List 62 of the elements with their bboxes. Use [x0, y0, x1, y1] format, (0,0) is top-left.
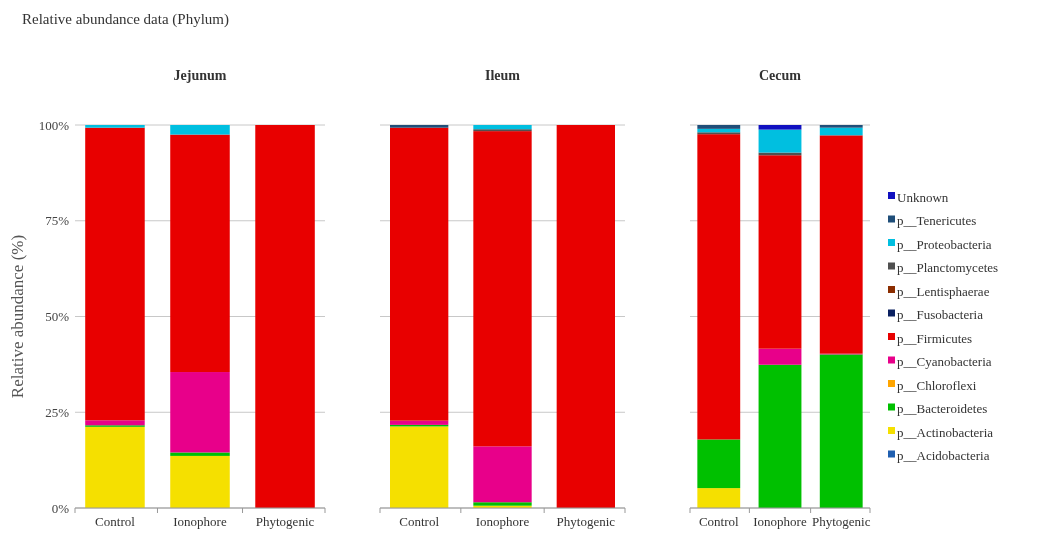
bar — [697, 125, 741, 129]
bar — [390, 125, 449, 128]
x-tick-label: Ionophore — [753, 514, 807, 529]
bar — [170, 452, 230, 456]
chart-title: Jejunum — [173, 68, 227, 83]
legend-label: p__Planctomycetes — [897, 260, 999, 276]
bar — [758, 129, 802, 153]
text: Relative abundance data (Phylum) — [22, 11, 230, 28]
bar — [170, 125, 230, 135]
bar — [255, 125, 315, 508]
bar — [170, 372, 230, 453]
legend-label: p__Tenericutes — [897, 213, 977, 229]
bar — [758, 364, 802, 508]
legend-label: Unknown — [897, 189, 949, 205]
bar — [758, 125, 802, 130]
x-tick-label: Ionophore — [475, 514, 530, 529]
bar — [390, 127, 449, 421]
bar — [697, 439, 741, 489]
x-tick-label: Ionophore — [173, 514, 227, 529]
bar — [819, 354, 863, 508]
bar — [170, 134, 230, 373]
legend-label: p__Cyanobacteria — [897, 354, 992, 370]
x-tick-label: Control — [95, 514, 136, 529]
y-tick-label: 0% — [51, 500, 70, 516]
bar — [819, 127, 863, 136]
y-tick-label: 75% — [45, 213, 70, 229]
x-tick-label: Control — [399, 514, 440, 529]
legend-label: p__Chloroflexi — [897, 377, 977, 393]
y-tick-label: 100% — [38, 117, 70, 133]
bar — [85, 125, 145, 128]
x-tick-label: Phytogenic — [556, 514, 616, 529]
bar — [473, 446, 532, 503]
bar — [556, 125, 615, 508]
bar — [473, 131, 532, 447]
y-axis-title: Relative abundance (%) — [8, 234, 27, 399]
y-tick-label: 25% — [45, 404, 70, 420]
bar — [85, 420, 145, 426]
bar — [85, 426, 145, 508]
chart-title: Ileum — [485, 68, 521, 83]
bar — [697, 134, 741, 440]
bar — [390, 420, 449, 425]
bar — [390, 426, 449, 508]
bar — [758, 348, 802, 365]
x-tick-label: Control — [698, 514, 740, 529]
bar — [170, 455, 230, 508]
legend-label: p__Firmicutes — [897, 330, 973, 346]
bar — [819, 135, 863, 354]
legend-label: p__Fusobacteria — [897, 307, 984, 323]
legend-label: p__Lentisphaerae — [897, 283, 990, 299]
bar — [819, 125, 863, 128]
legend-label: p__Actinobacteria — [897, 424, 994, 440]
chart-title: Cecum — [759, 68, 802, 83]
x-tick-label: Phytogenic — [255, 514, 315, 529]
legend-label: p__Bacteroidetes — [897, 401, 988, 417]
bar — [85, 127, 145, 421]
y-tick-label: 50% — [45, 309, 70, 325]
legend-label: p__Acidobacteria — [897, 448, 990, 464]
bar — [758, 155, 802, 349]
legend-label: p__Proteobacteria — [897, 236, 992, 252]
bar — [697, 488, 741, 508]
bar — [473, 125, 532, 130]
x-tick-label: Phytogenic — [811, 514, 871, 529]
